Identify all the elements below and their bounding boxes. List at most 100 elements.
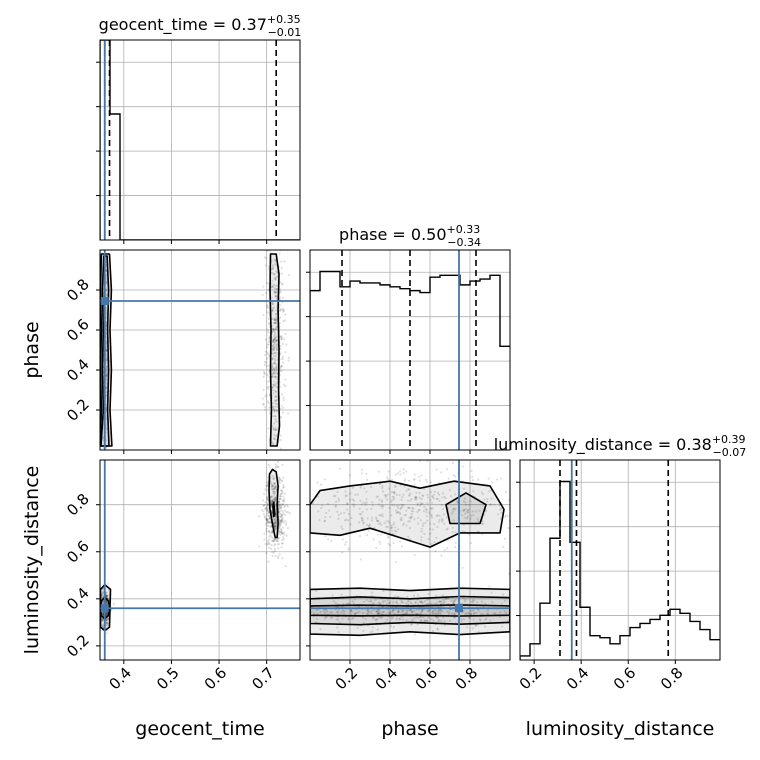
sample-point (258, 545, 261, 548)
sample-point (442, 616, 445, 619)
sample-point (461, 530, 464, 533)
sample-point (341, 551, 344, 554)
sample-point (335, 618, 338, 621)
sample-point (102, 613, 105, 616)
sample-point (267, 380, 270, 383)
sample-point (372, 602, 375, 606)
tick-label-y: 0.8 (63, 490, 93, 520)
sample-point (341, 617, 344, 620)
sample-point (101, 594, 104, 597)
sample-point (263, 371, 266, 375)
sample-point (365, 498, 368, 501)
sample-point (510, 612, 512, 614)
sample-point (358, 512, 361, 516)
sample-point (366, 517, 369, 520)
sample-point (379, 514, 382, 517)
sample-point (271, 268, 274, 271)
sample-point (428, 510, 431, 513)
sample-point (268, 466, 271, 469)
sample-point (380, 499, 384, 502)
sample-point (380, 523, 383, 526)
sample-point (273, 547, 277, 550)
sample-point (268, 385, 271, 388)
sample-point (394, 509, 398, 512)
sample-point (483, 625, 487, 628)
sample-point (273, 500, 277, 503)
sample-point (359, 499, 362, 502)
sample-point (266, 540, 270, 543)
sample-point (438, 609, 441, 612)
sample-point (392, 496, 395, 499)
sample-point (273, 538, 276, 541)
sample-point (363, 487, 366, 490)
sample-point (275, 368, 279, 371)
sample-point (543, 494, 545, 496)
sample-point (266, 304, 269, 307)
sample-point (274, 399, 277, 402)
sample-point (275, 516, 278, 519)
sample-point (365, 612, 368, 616)
sample-point (104, 247, 106, 249)
sample-point (340, 593, 343, 596)
sample-point (272, 330, 275, 333)
sample-point (484, 618, 487, 621)
sample-point (488, 585, 491, 588)
sample-point (507, 572, 510, 575)
sample-point (410, 623, 413, 626)
sample-point (494, 612, 497, 615)
sample-point (270, 499, 273, 502)
panel-frame (519, 459, 721, 661)
sample-point (270, 531, 273, 535)
sample-point (273, 544, 276, 547)
sample-point (105, 595, 108, 598)
sample-point (289, 542, 291, 544)
sample-point (101, 590, 104, 594)
sample-point (418, 496, 421, 499)
sample-point (394, 473, 397, 477)
sample-point (272, 328, 275, 331)
sample-point (395, 618, 398, 621)
density-panel-phase-vs-luminosity_distance (289, 459, 563, 664)
sample-point (358, 507, 361, 510)
sample-point (276, 556, 279, 560)
sample-point (561, 620, 563, 622)
sample-point (432, 493, 435, 496)
sample-point (275, 325, 278, 328)
sample-point (275, 338, 278, 342)
sample-point (464, 501, 467, 504)
sample-point (269, 534, 272, 537)
sample-point (276, 376, 279, 379)
sample-point (280, 404, 283, 407)
sample-point (272, 517, 276, 520)
sample-point (452, 519, 455, 522)
sample-point (351, 486, 354, 489)
sample-point (438, 612, 442, 616)
sample-point (272, 392, 275, 395)
sample-point (420, 536, 423, 539)
sample-point (301, 615, 303, 617)
sample-point (273, 375, 277, 379)
sample-point (265, 523, 268, 526)
sample-point (474, 624, 477, 627)
histogram-title: phase = 0.50+0.33 −0.34 (339, 223, 481, 249)
sample-point (521, 602, 523, 604)
sample-point (430, 514, 433, 517)
sample-point (427, 602, 430, 605)
sample-point (266, 507, 269, 510)
sample-point (323, 617, 327, 620)
sample-point (409, 608, 412, 611)
sample-point (332, 494, 336, 498)
sample-point (271, 475, 275, 478)
sample-point (274, 514, 278, 517)
sample-point (428, 527, 432, 531)
sample-point (430, 542, 433, 546)
sample-point (546, 606, 548, 608)
sample-point (267, 427, 270, 430)
sample-point (397, 610, 400, 613)
sample-point (272, 367, 276, 370)
sample-point (101, 619, 104, 622)
sample-point (436, 628, 439, 631)
sample-point (97, 607, 99, 609)
sample-point (347, 546, 351, 550)
sample-point (96, 322, 98, 324)
